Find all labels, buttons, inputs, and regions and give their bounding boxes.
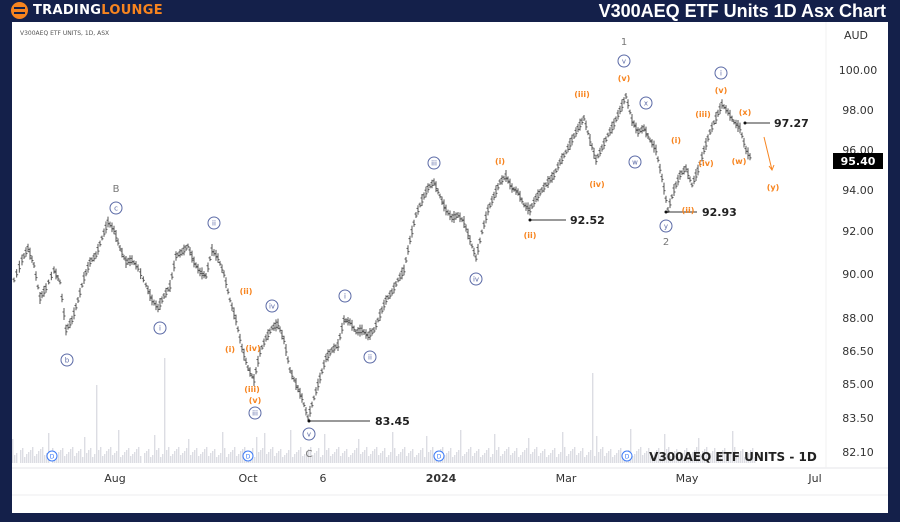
wave-minor-label: (iii) — [244, 385, 260, 394]
dividend-marker-icon[interactable] — [621, 450, 633, 462]
symbol-line: V300AEQ ETF UNITS, 1D, ASX — [20, 30, 110, 37]
wave-circle-label — [469, 272, 483, 286]
wave-minor-label: (x) — [739, 108, 751, 117]
svg-text:D: D — [246, 454, 251, 461]
svg-text:iii: iii — [431, 160, 437, 168]
svg-text:iv: iv — [473, 276, 479, 284]
wave-minor-label: (y) — [767, 183, 780, 192]
logo-text-trading: TRADING — [33, 3, 102, 18]
page-title: V300AEQ ETF Units 1D Asx Chart — [598, 1, 886, 21]
svg-text:i: i — [720, 70, 722, 78]
wave-circle-label — [639, 96, 653, 110]
dividend-marker-icon[interactable] — [242, 450, 254, 462]
wave-minor-label: (v) — [618, 74, 631, 83]
tradinglounge-logo: TRADINGLOUNGE — [11, 2, 163, 19]
wave-degree-label: 1 — [621, 37, 627, 48]
wave-circle-label — [153, 321, 167, 335]
wave-minor-label: (ii) — [682, 206, 695, 215]
wave-circle-label — [207, 216, 221, 230]
volume-bars — [12, 358, 756, 463]
x-tick-label: 6 — [320, 472, 327, 485]
svg-text:x: x — [644, 100, 648, 108]
logo-text-lounge: LOUNGE — [101, 3, 163, 18]
x-tick-label: Mar — [556, 472, 577, 485]
svg-text:v: v — [307, 431, 311, 439]
wave-degree-label: 2 — [663, 237, 669, 248]
y-tick-label: 90.00 — [842, 268, 874, 281]
wave-minor-label: (v) — [249, 396, 262, 405]
wave-minor-label: (i) — [495, 157, 505, 166]
svg-text:D: D — [437, 454, 442, 461]
header-bar: TRADINGLOUNGE V300AEQ ETF Units 1D Asx C… — [0, 0, 900, 22]
svg-text:v: v — [622, 58, 626, 66]
x-tick-label: 2024 — [426, 472, 457, 485]
svg-text:ii: ii — [212, 220, 216, 228]
wave-circle-label — [714, 66, 728, 80]
y-tick-label: 100.00 — [839, 64, 878, 77]
wave-minor-label: (iv) — [698, 159, 713, 168]
wave-circle-label — [248, 406, 262, 420]
wave-circle-label — [265, 299, 279, 313]
wave-circle-label — [427, 156, 441, 170]
price-level-label: 92.93 — [702, 206, 737, 219]
svg-text:y: y — [664, 223, 668, 231]
wave-circle-label — [338, 289, 352, 303]
price-level-label: 92.52 — [570, 214, 605, 227]
dividend-marker-icon[interactable] — [433, 450, 445, 462]
last-price-label: 95.40 — [841, 155, 876, 168]
wave-minor-label: (iii) — [695, 110, 711, 119]
wave-minor-label: (iv) — [589, 180, 604, 189]
svg-text:iii: iii — [252, 410, 258, 418]
svg-text:b: b — [65, 357, 70, 365]
y-tick-label: 85.00 — [842, 378, 874, 391]
svg-text:D: D — [625, 454, 630, 461]
svg-text:i: i — [344, 293, 346, 301]
wave-degree-label: C — [306, 449, 313, 460]
logo-icon — [11, 2, 28, 19]
wave-minor-label: (iv) — [245, 344, 260, 353]
ohlc-bars — [12, 93, 752, 422]
dividend-marker-icon[interactable] — [46, 450, 58, 462]
y-tick-label: 94.00 — [842, 184, 874, 197]
wave-minor-label: (v) — [715, 86, 728, 95]
x-tick-label: Aug — [104, 472, 125, 485]
y-tick-label: 98.00 — [842, 104, 874, 117]
svg-text:ii: ii — [368, 354, 372, 362]
wave-circle-label — [60, 353, 74, 367]
wave-minor-label: (i) — [225, 345, 235, 354]
x-tick-label: Jul — [807, 472, 821, 485]
wave-minor-label: (i) — [671, 136, 681, 145]
wave-circle-label — [302, 427, 316, 441]
y-tick-label: 88.00 — [842, 312, 874, 325]
currency-label[interactable]: AUD — [843, 28, 869, 42]
svg-text:c: c — [114, 205, 118, 213]
svg-text:iv: iv — [269, 303, 275, 311]
wave-circle-label — [109, 201, 123, 215]
wave-circle-label — [659, 219, 673, 233]
x-tick-label: May — [676, 472, 699, 485]
wave-circle-label — [363, 350, 377, 364]
y-tick-label: 92.00 — [842, 225, 874, 238]
price-level-label: 97.27 — [774, 117, 809, 130]
wave-minor-label: (iii) — [574, 90, 590, 99]
chart-panel[interactable]: V300AEQ ETF UNITS, 1D, ASX AUD — [12, 22, 888, 513]
wave-circle-label — [617, 54, 631, 68]
wave-minor-label: (w) — [732, 157, 747, 166]
chart-watermark: V300AEQ ETF UNITS - 1D — [649, 450, 817, 464]
wave-circle-label — [628, 155, 642, 169]
svg-text:D: D — [50, 454, 55, 461]
y-tick-label: 86.50 — [842, 345, 874, 358]
wave-minor-label: (ii) — [240, 287, 253, 296]
projection-arrow — [763, 136, 773, 171]
x-tick-label: Oct — [238, 472, 258, 485]
last-price-tag — [833, 153, 883, 169]
svg-text:i: i — [159, 325, 161, 333]
y-tick-label: 83.50 — [842, 412, 874, 425]
wave-degree-label: B — [113, 184, 120, 195]
wave-minor-label: (ii) — [524, 231, 537, 240]
price-level-label: 83.45 — [375, 415, 410, 428]
y-tick-label: 82.10 — [842, 446, 874, 459]
svg-text:w: w — [632, 159, 638, 167]
